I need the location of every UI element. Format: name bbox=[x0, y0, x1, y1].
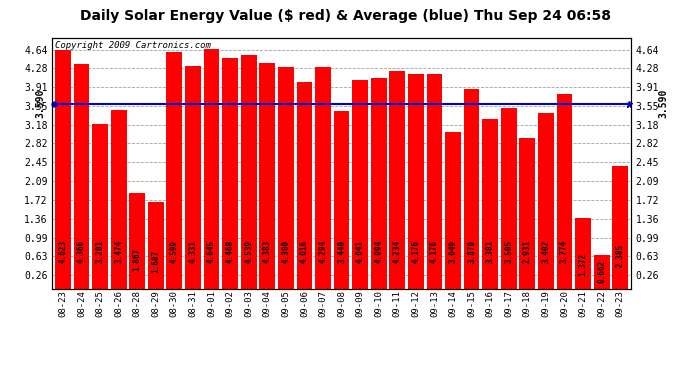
Bar bbox=[520, 138, 535, 289]
Bar bbox=[259, 63, 275, 289]
Text: 4.294: 4.294 bbox=[319, 240, 328, 263]
Text: Daily Solar Energy Value ($ red) & Average (blue) Thu Sep 24 06:58: Daily Solar Energy Value ($ red) & Avera… bbox=[79, 9, 611, 23]
Text: 1.372: 1.372 bbox=[578, 253, 588, 276]
Text: Copyright 2009 Cartronics.com: Copyright 2009 Cartronics.com bbox=[55, 41, 210, 50]
Text: 3.201: 3.201 bbox=[95, 240, 105, 263]
Text: 2.385: 2.385 bbox=[615, 243, 624, 267]
Bar bbox=[501, 108, 517, 289]
Text: 3.474: 3.474 bbox=[114, 240, 123, 263]
Text: 4.234: 4.234 bbox=[393, 240, 402, 263]
Text: 0.662: 0.662 bbox=[597, 260, 606, 283]
Bar bbox=[110, 110, 126, 289]
Bar bbox=[315, 68, 331, 289]
Text: 4.383: 4.383 bbox=[263, 240, 272, 263]
Text: 4.468: 4.468 bbox=[226, 240, 235, 263]
Text: 3.301: 3.301 bbox=[486, 240, 495, 263]
Bar bbox=[482, 118, 498, 289]
Text: 4.331: 4.331 bbox=[188, 240, 197, 263]
Text: 3.505: 3.505 bbox=[504, 240, 513, 263]
Text: 2.931: 2.931 bbox=[523, 240, 532, 263]
Bar bbox=[278, 67, 294, 289]
Text: 4.366: 4.366 bbox=[77, 240, 86, 263]
Bar bbox=[129, 192, 145, 289]
Bar bbox=[185, 66, 201, 289]
Bar bbox=[371, 78, 386, 289]
Text: 3.590: 3.590 bbox=[36, 89, 46, 118]
Bar bbox=[426, 74, 442, 289]
Text: 4.539: 4.539 bbox=[244, 240, 253, 263]
Text: 3.870: 3.870 bbox=[467, 240, 476, 263]
Bar bbox=[204, 50, 219, 289]
Bar bbox=[389, 70, 405, 289]
Bar bbox=[352, 81, 368, 289]
Bar bbox=[334, 111, 349, 289]
Text: 4.094: 4.094 bbox=[374, 240, 383, 263]
Text: 4.176: 4.176 bbox=[430, 240, 439, 263]
Text: 4.176: 4.176 bbox=[411, 240, 420, 263]
Text: 3.590: 3.590 bbox=[658, 89, 668, 118]
Bar bbox=[148, 202, 164, 289]
Text: 4.041: 4.041 bbox=[355, 240, 364, 263]
Bar bbox=[575, 218, 591, 289]
Text: 3.440: 3.440 bbox=[337, 240, 346, 263]
Text: 4.300: 4.300 bbox=[282, 240, 290, 263]
Bar bbox=[241, 55, 257, 289]
Bar bbox=[538, 113, 554, 289]
Text: 1.867: 1.867 bbox=[132, 248, 141, 272]
Bar bbox=[445, 132, 461, 289]
Bar bbox=[408, 74, 424, 289]
Text: 3.402: 3.402 bbox=[542, 240, 551, 263]
Text: 3.774: 3.774 bbox=[560, 240, 569, 263]
Text: 4.016: 4.016 bbox=[300, 240, 309, 263]
Text: 4.645: 4.645 bbox=[207, 240, 216, 263]
Bar bbox=[222, 58, 238, 289]
Bar bbox=[74, 64, 90, 289]
Bar bbox=[464, 89, 480, 289]
Bar bbox=[593, 255, 609, 289]
Bar bbox=[557, 94, 573, 289]
Bar bbox=[166, 52, 182, 289]
Text: 4.599: 4.599 bbox=[170, 240, 179, 263]
Text: 4.623: 4.623 bbox=[59, 240, 68, 263]
Bar bbox=[612, 166, 628, 289]
Bar bbox=[55, 51, 71, 289]
Bar bbox=[297, 82, 313, 289]
Text: 3.049: 3.049 bbox=[448, 240, 457, 263]
Bar bbox=[92, 124, 108, 289]
Text: 1.687: 1.687 bbox=[151, 250, 160, 273]
